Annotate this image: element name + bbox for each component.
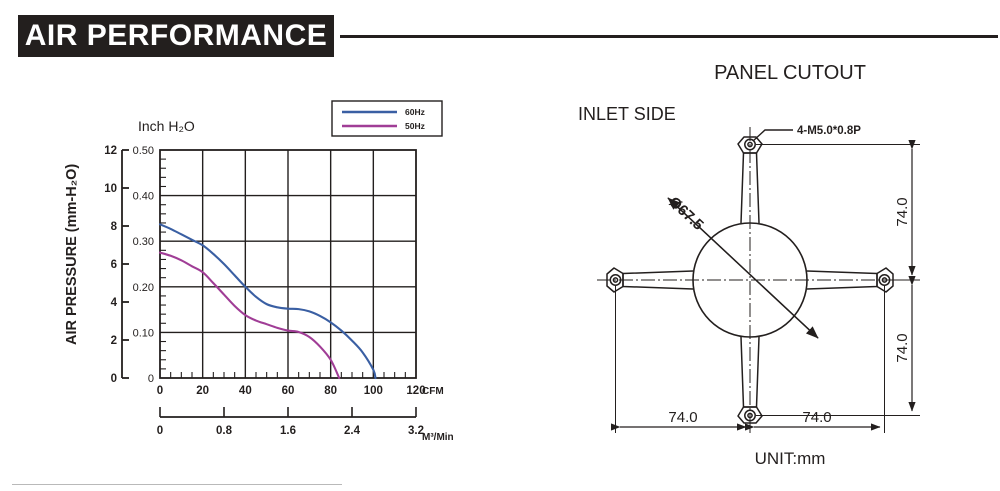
hole-callout-label: 4-M5.0*0.8P <box>797 125 861 137</box>
y-tick-label: 0.50 <box>133 145 154 157</box>
legend-label-50hz: 50Hz <box>405 121 425 131</box>
diameter-leader <box>667 197 819 339</box>
y2-tick-label: 2 <box>111 335 117 347</box>
dimension-right-label: 74.0 <box>802 409 831 426</box>
y2-tick-label: 4 <box>111 297 118 309</box>
page-title: AIR PERFORMANCE <box>24 19 328 52</box>
series-curve-60hz <box>158 223 377 380</box>
y2-tick-label: 12 <box>104 145 117 157</box>
y-tick-label: 0.30 <box>133 236 154 248</box>
page-title-box: AIR PERFORMANCE <box>18 15 334 57</box>
dimension-left: 74.0 <box>611 409 747 431</box>
chart-y-tick-labels: 0 0.10 0.20 0.30 0.40 0.50 <box>133 145 154 385</box>
chart-plot-area <box>159 149 417 379</box>
panel-unit-note: UNIT:mm <box>755 449 826 468</box>
x-tick-label: 40 <box>239 385 252 397</box>
chart-x2-axis-label: M³/Min <box>422 432 454 443</box>
panel-cutout-svg: PANEL CUTOUT INLET SIDE UNIT:mm <box>578 62 920 468</box>
y-tick-label: 0.40 <box>133 191 154 203</box>
chart-mmh2o-axis <box>121 149 129 379</box>
x-tick-label: 20 <box>196 385 209 397</box>
y2-tick-label: 10 <box>104 183 117 195</box>
footer-divider-rule <box>12 484 342 485</box>
dimension-top: 74.0 <box>894 140 916 276</box>
dimension-bottom-label: 74.0 <box>894 333 911 362</box>
y-tick-label: 0.20 <box>133 282 154 294</box>
center-lines <box>597 127 905 433</box>
x2-tick-label: 3.2 <box>408 425 424 437</box>
x-tick-label: 60 <box>282 385 295 397</box>
air-performance-chart: 60Hz 50Hz Inch H₂O AIR PRESSURE (mm-H₂O)… <box>60 95 500 445</box>
dimension-top-label: 74.0 <box>894 197 911 226</box>
chart-series-layer <box>158 223 377 380</box>
y-tick-label: 0 <box>148 373 154 385</box>
chart-y2-tick-labels: 0 2 4 6 8 10 12 <box>104 145 117 385</box>
y2-tick-label: 8 <box>111 221 118 233</box>
y2-tick-label: 6 <box>111 259 117 271</box>
hole-callout-leader <box>752 129 793 142</box>
chart-x-axis-label: CFM <box>422 386 444 397</box>
header-divider-rule <box>340 35 998 38</box>
x2-tick-label: 0 <box>157 425 163 437</box>
chart-y-axis-label: AIR PRESSURE (mm-H₂O) <box>64 164 80 345</box>
diameter-label: Ø67.5 <box>665 193 706 233</box>
chart-secondary-unit-label: Inch H₂O <box>138 118 195 134</box>
x-tick-label: 120 <box>406 385 425 397</box>
y2-tick-label: 0 <box>111 373 117 385</box>
chart-svg: 60Hz 50Hz Inch H₂O AIR PRESSURE (mm-H₂O)… <box>64 100 454 443</box>
chart-secondary-x-axis: 0 0.8 1.6 2.4 3.2 M³/Min <box>157 407 454 443</box>
dimension-bottom: 74.0 <box>894 276 916 412</box>
dimension-right: 74.0 <box>745 409 881 431</box>
panel-title: PANEL CUTOUT <box>714 62 866 84</box>
y-tick-label: 0.10 <box>133 327 154 339</box>
x2-tick-label: 2.4 <box>344 425 361 437</box>
chart-x-tick-labels: 0 20 40 60 80 100 120 <box>157 385 426 397</box>
panel-subtitle-inlet-side: INLET SIDE <box>578 104 676 124</box>
legend-label-60hz: 60Hz <box>405 107 425 117</box>
x2-tick-label: 1.6 <box>280 425 296 437</box>
x2-tick-label: 0.8 <box>216 425 233 437</box>
x-tick-label: 100 <box>364 385 383 397</box>
series-curve-50hz <box>158 251 341 380</box>
x-tick-label: 0 <box>157 385 163 397</box>
panel-cutout-drawing: PANEL CUTOUT INLET SIDE UNIT:mm <box>560 55 1000 475</box>
header-band: AIR PERFORMANCE <box>0 0 1000 62</box>
dimension-left-label: 74.0 <box>668 409 697 426</box>
x-tick-label: 80 <box>324 385 337 397</box>
extension-lines <box>615 144 920 433</box>
chart-legend: 60Hz 50Hz <box>331 100 443 137</box>
